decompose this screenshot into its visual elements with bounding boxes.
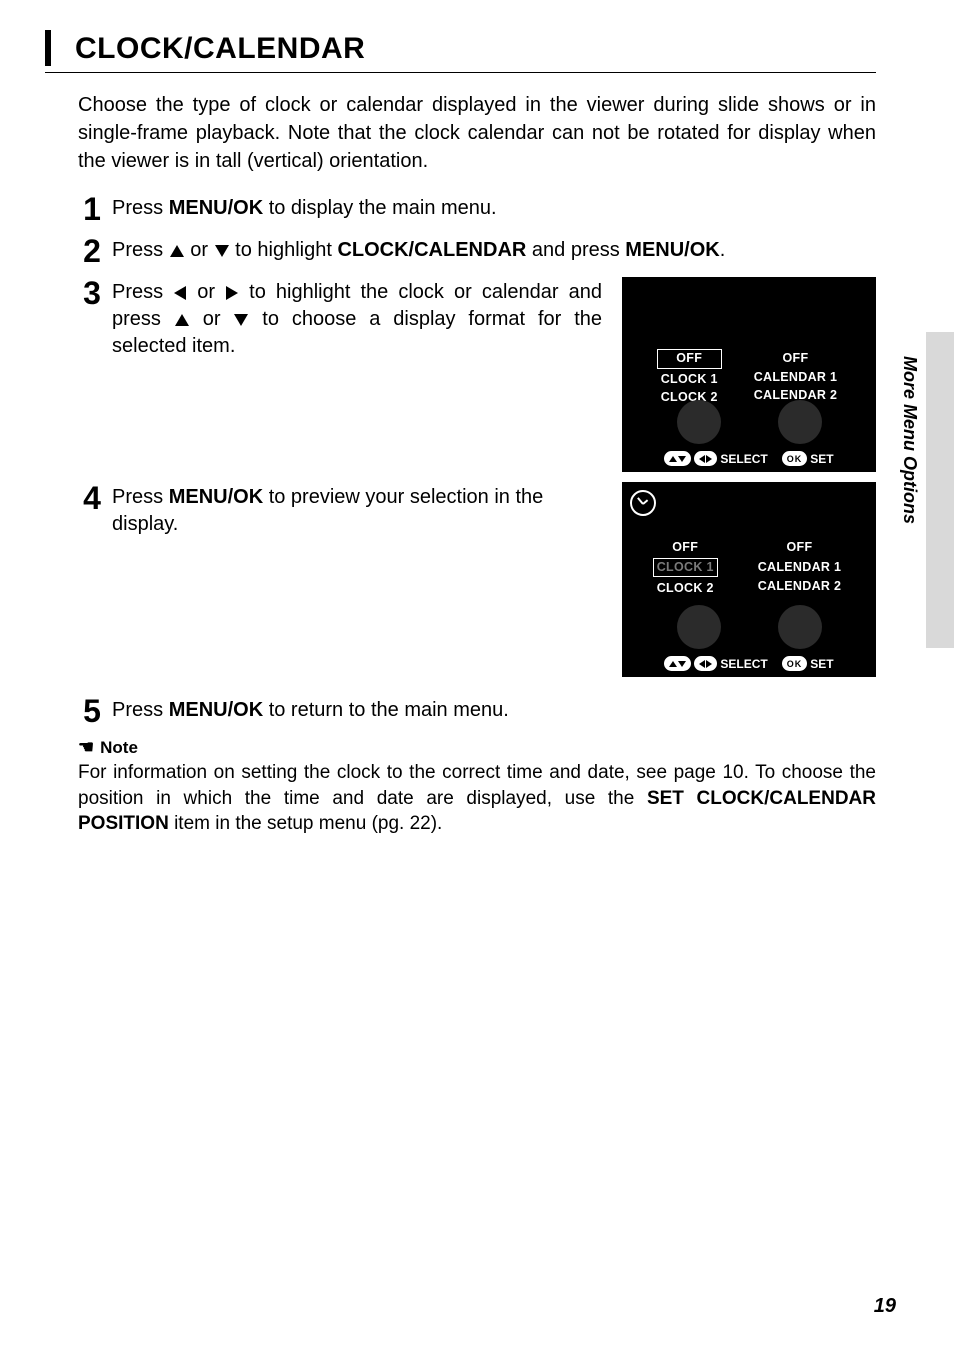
note-hand-icon: ☛ [78, 737, 94, 758]
menu-ok-label: MENU/OK [625, 239, 719, 261]
menu-ok-label: MENU/OK [169, 699, 263, 721]
dpad-updown-icon [664, 656, 691, 671]
device-screen-2: OFF CLOCK 1 CLOCK 2 OFF CALENDAR 1 CALEN… [622, 482, 876, 677]
calendar-column: OFF CALENDAR 1 CALENDAR 2 [750, 538, 850, 598]
select-label: SELECT [720, 657, 767, 671]
step-4: 4 Press MENU/OK to preview your selectio… [78, 482, 602, 538]
text: . [720, 239, 726, 261]
option-clock-1: CLOCK 1 [653, 558, 718, 578]
footer-select-group: SELECT [664, 451, 767, 466]
step-2: 2 Press or to highlight CLOCK/CALENDAR a… [78, 235, 876, 267]
step-1: 1 Press MENU/OK to display the main menu… [78, 193, 876, 225]
footer-set-group: OK SET [782, 451, 834, 466]
step-number: 5 [78, 695, 106, 727]
clock-calendar-label: CLOCK/CALENDAR [337, 239, 526, 261]
step-3: 3 Press or to highlight the clock or cal… [78, 277, 602, 360]
footer-set-group: OK SET [782, 656, 834, 671]
step-body: Press or to highlight CLOCK/CALENDAR and… [112, 235, 876, 264]
select-label: SELECT [720, 452, 767, 466]
text: to display the main menu. [263, 197, 496, 219]
heading-bar-icon [45, 30, 51, 66]
calendar-column: OFF CALENDAR 1 CALENDAR 2 [750, 349, 842, 407]
option-off: OFF [649, 538, 722, 557]
text: Press [112, 239, 169, 261]
step-body: Press MENU/OK to return to the main menu… [112, 695, 876, 724]
text: Press [112, 486, 169, 508]
note-block: ☛ Note For information on setting the cl… [78, 737, 876, 837]
text: or [190, 308, 234, 330]
page-number: 19 [874, 1295, 896, 1318]
text: to return to the main menu. [263, 699, 509, 721]
step-number: 1 [78, 193, 106, 225]
heading-row: CLOCK/CALENDAR [45, 30, 876, 73]
up-arrow-icon [175, 314, 189, 326]
step-5: 5 Press MENU/OK to return to the main me… [78, 695, 876, 727]
left-arrow-icon [174, 286, 186, 300]
footer-select-group: SELECT [664, 656, 767, 671]
step-number: 2 [78, 235, 106, 267]
device-screen-1: OFF CLOCK 1 CLOCK 2 OFF CALENDAR 1 CALEN… [622, 277, 876, 472]
dpad-updown-icon [664, 451, 691, 466]
text: Press [112, 699, 169, 721]
note-label: Note [100, 738, 138, 758]
preview-circle-icon [778, 400, 822, 444]
option-calendar-2: CALENDAR 2 [750, 577, 850, 596]
right-arrow-icon [226, 286, 238, 300]
step-4-row: 4 Press MENU/OK to preview your selectio… [78, 482, 876, 677]
up-arrow-icon [170, 245, 184, 257]
option-calendar-1: CALENDAR 1 [754, 558, 846, 577]
text: and press [526, 239, 625, 261]
preview-circle-icon [677, 400, 721, 444]
page-title: CLOCK/CALENDAR [75, 30, 365, 66]
option-off: OFF [750, 349, 842, 368]
clock-column: OFF CLOCK 1 CLOCK 2 [649, 538, 722, 598]
step-body: Press or to highlight the clock or calen… [112, 277, 602, 360]
option-off: OFF [657, 349, 722, 369]
down-arrow-icon [234, 314, 248, 326]
dpad-leftright-icon [694, 451, 717, 466]
option-clock-2: CLOCK 2 [649, 579, 722, 598]
menu-ok-label: MENU/OK [169, 486, 263, 508]
option-calendar-1: CALENDAR 1 [750, 368, 842, 387]
set-label: SET [810, 657, 833, 671]
intro-paragraph: Choose the type of clock or calendar dis… [78, 91, 876, 175]
step-body: Press MENU/OK to preview your selection … [112, 482, 602, 538]
ok-pill-icon: OK [782, 451, 808, 466]
text: item in the setup menu (pg. 22). [169, 813, 443, 834]
preview-circle-icon [778, 605, 822, 649]
dpad-leftright-icon [694, 656, 717, 671]
clock-preview-icon [630, 490, 656, 516]
step-number: 4 [78, 482, 106, 514]
step-3-row: 3 Press or to highlight the clock or cal… [78, 277, 876, 472]
text: or [187, 281, 225, 303]
step-number: 3 [78, 277, 106, 309]
preview-circle-icon [677, 605, 721, 649]
step-body: Press MENU/OK to display the main menu. [112, 193, 876, 222]
text: or [185, 239, 214, 261]
text: Press [112, 281, 173, 303]
text: to highlight [230, 239, 338, 261]
set-label: SET [810, 452, 833, 466]
text: Press [112, 197, 169, 219]
option-off: OFF [750, 538, 850, 557]
option-clock-1: CLOCK 1 [657, 370, 722, 389]
ok-pill-icon: OK [782, 656, 808, 671]
down-arrow-icon [215, 245, 229, 257]
menu-ok-label: MENU/OK [169, 197, 263, 219]
clock-column: OFF CLOCK 1 CLOCK 2 [657, 349, 722, 407]
note-body: For information on setting the clock to … [78, 760, 876, 837]
